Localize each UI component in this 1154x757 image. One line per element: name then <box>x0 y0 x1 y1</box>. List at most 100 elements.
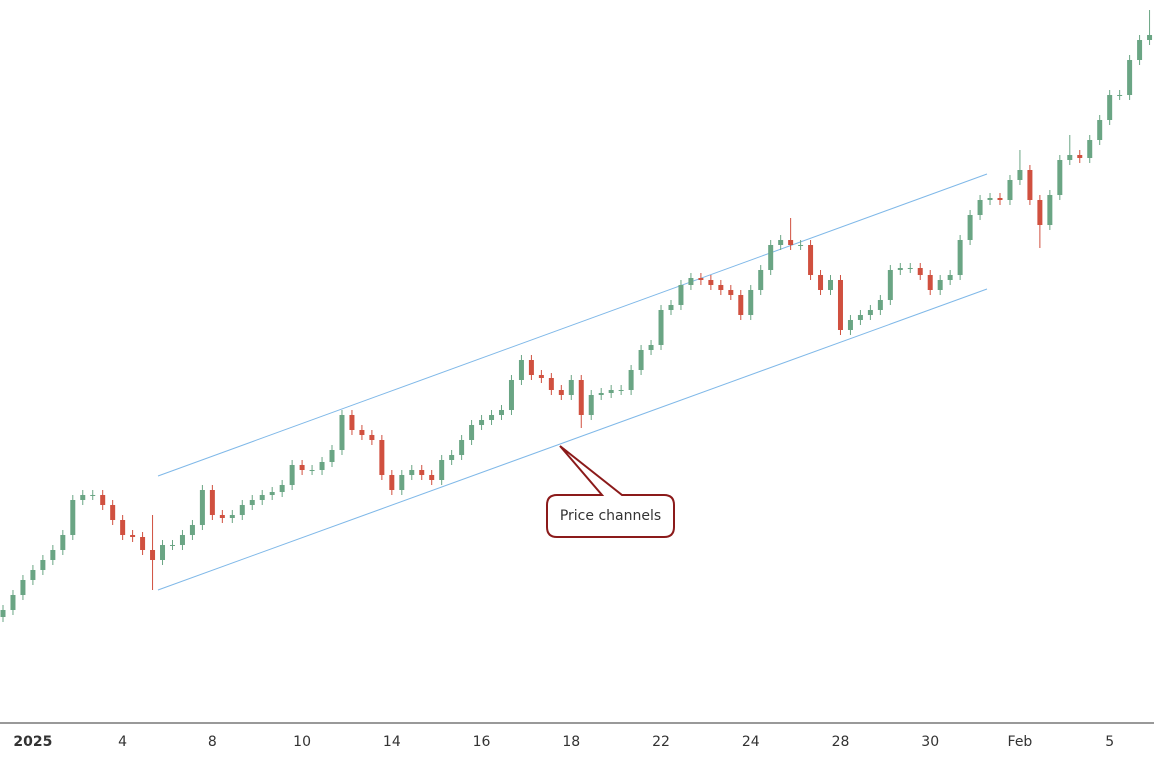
candle-body <box>957 240 963 275</box>
x-tick-label: 28 <box>832 734 850 750</box>
candle-body <box>459 440 465 455</box>
candle-body <box>70 500 76 535</box>
candle-body <box>189 525 195 535</box>
candle-body <box>598 393 604 395</box>
candle-body <box>1057 160 1063 195</box>
candle-body <box>60 535 66 550</box>
x-tick-label: Feb <box>1008 734 1033 750</box>
candle-body <box>887 270 893 300</box>
candle-body <box>429 475 435 480</box>
candle-body <box>1007 180 1013 200</box>
candle-body <box>289 465 295 485</box>
candle-body <box>499 410 504 415</box>
candle-body <box>558 390 564 395</box>
candle-body <box>608 390 614 393</box>
candle-body <box>917 268 923 275</box>
candle-body <box>1047 195 1053 225</box>
channel-lower <box>157 288 988 591</box>
candle-body <box>479 420 485 425</box>
candle-body <box>249 500 255 505</box>
candle-body <box>1117 95 1123 96</box>
candle-body <box>867 310 873 315</box>
candle-body <box>837 280 843 330</box>
candle-body <box>1097 120 1103 140</box>
x-tick-label: 5 <box>1105 734 1114 750</box>
candle-body <box>80 495 86 500</box>
candle-body <box>698 278 704 280</box>
candle-body <box>877 300 883 310</box>
x-tick-label: 18 <box>562 734 580 750</box>
candle-body <box>1137 40 1143 60</box>
candle-body <box>419 470 425 475</box>
candle-body <box>1067 155 1073 160</box>
candle-body <box>179 535 185 545</box>
candle-body <box>379 440 385 475</box>
candle-body <box>209 490 215 515</box>
candle-body <box>728 290 734 295</box>
candle-body <box>229 515 235 518</box>
candle-body <box>977 200 983 215</box>
candle-body <box>1027 170 1033 200</box>
candle-body <box>239 505 245 515</box>
candle-body <box>548 378 554 390</box>
candle-body <box>1037 200 1043 225</box>
candle-body <box>199 490 205 525</box>
candle-body <box>20 580 26 595</box>
candle-body <box>259 495 265 500</box>
candle-body <box>409 470 415 475</box>
candle-body <box>987 198 993 200</box>
candle-body <box>110 505 116 520</box>
candle-body <box>828 280 834 290</box>
x-tick-label: 4 <box>118 734 127 750</box>
candle-body <box>857 315 863 320</box>
candle-body <box>359 430 365 435</box>
candle-body <box>0 610 6 617</box>
candle-body <box>578 380 584 415</box>
x-tick-label: 2025 <box>13 734 52 750</box>
candle-body <box>638 350 644 370</box>
candle-body <box>279 485 285 492</box>
candle-body <box>319 462 325 470</box>
candle-body <box>349 415 355 430</box>
candle-body <box>648 345 654 350</box>
x-tick-label: 14 <box>383 734 401 750</box>
candle-body <box>130 535 136 537</box>
candle-body <box>658 310 664 345</box>
candle-body <box>140 537 146 550</box>
candle-body <box>1017 170 1023 180</box>
candle-body <box>798 245 804 246</box>
candle-body <box>508 380 514 410</box>
candle-body <box>937 280 943 290</box>
candle-body <box>309 470 315 471</box>
x-tick-label: 16 <box>473 734 491 750</box>
candle-body <box>907 268 913 269</box>
candle-body <box>628 370 634 390</box>
candle-body <box>518 360 524 380</box>
candle-body <box>718 285 724 290</box>
candle-body <box>169 545 175 546</box>
candle-body <box>808 245 814 275</box>
candle-body <box>50 550 56 560</box>
candle-body <box>1087 140 1093 158</box>
candle-body <box>269 492 275 495</box>
candle-body <box>1077 155 1083 158</box>
candle-body <box>618 390 624 391</box>
candle-body <box>40 560 46 570</box>
candle-body <box>847 320 853 330</box>
candle-body <box>1127 60 1133 95</box>
candle-body <box>748 290 754 315</box>
candle-body <box>758 270 764 290</box>
candle-body <box>439 460 445 480</box>
candle-body <box>897 268 903 270</box>
x-tick-label: 30 <box>921 734 939 750</box>
candle-body <box>708 280 714 285</box>
candle-body <box>1107 95 1113 120</box>
candle-body <box>449 455 455 460</box>
candle-body <box>967 215 973 240</box>
candle-body <box>369 435 375 440</box>
candle-body <box>738 295 744 315</box>
candle-body <box>947 275 953 280</box>
candle-body <box>469 425 475 440</box>
candle-body <box>399 475 405 490</box>
